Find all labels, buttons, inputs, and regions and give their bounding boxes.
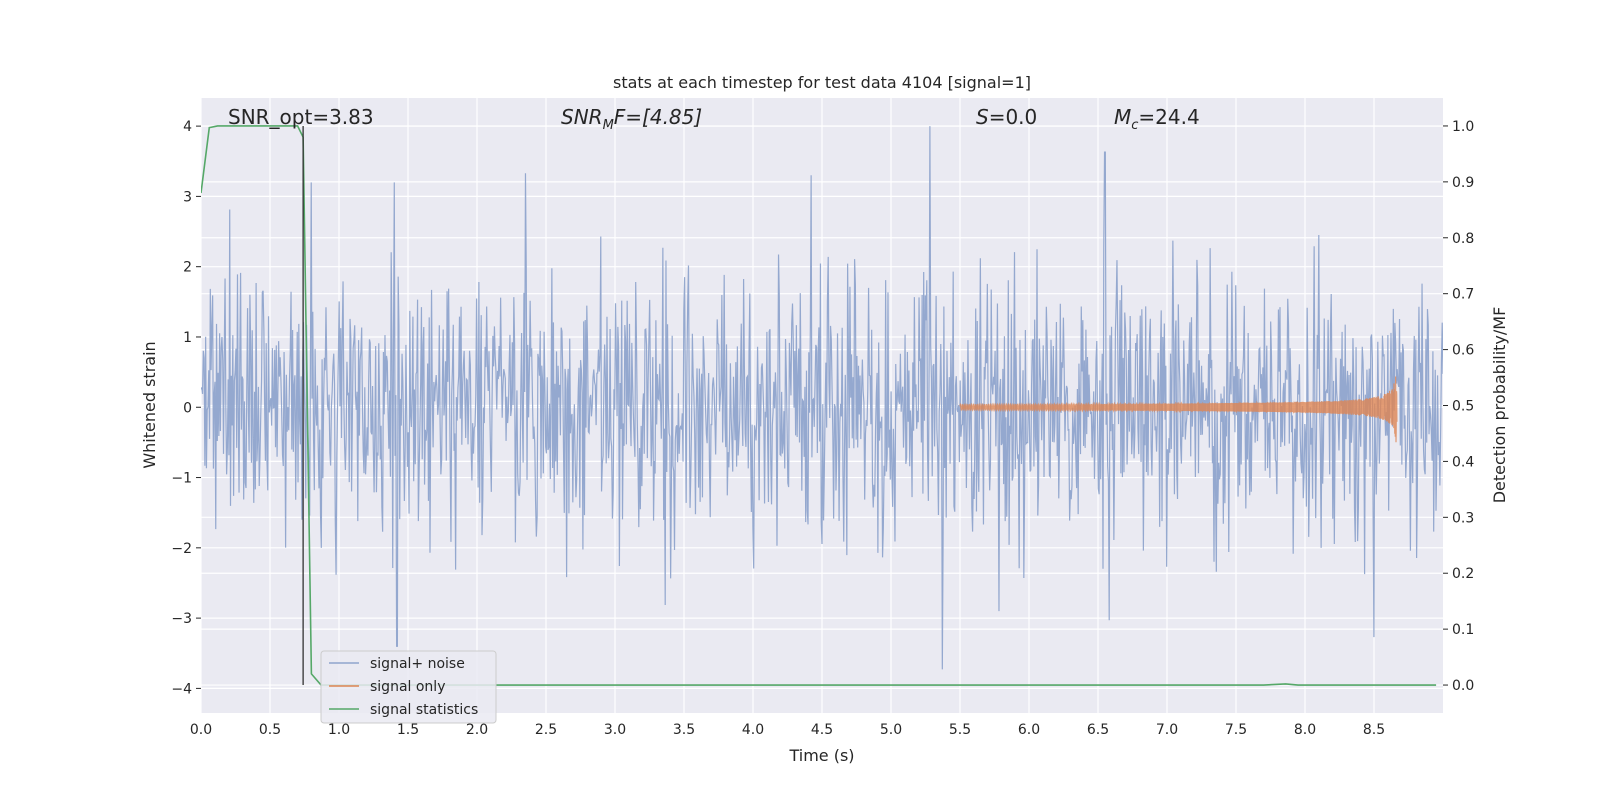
x-tick-label: 7.5: [1225, 722, 1247, 738]
y-right-tick-label: 0.1: [1452, 622, 1474, 638]
x-axis-label: Time (s): [788, 746, 854, 765]
y-tick-label: −3: [171, 611, 192, 627]
x-tick-label: 5.0: [880, 722, 902, 738]
y-right-tick-label: 0.5: [1452, 399, 1474, 415]
y-right-tick-label: 0.4: [1452, 454, 1474, 470]
annotation-snr-mf: SNRMF=[4.85]: [561, 105, 702, 133]
y-right-tick-label: 0.0: [1452, 678, 1474, 694]
y-right-tick-label: 0.2: [1452, 566, 1474, 582]
x-tick-label: 1.0: [328, 722, 350, 738]
y-tick-label: −4: [171, 681, 192, 697]
x-tick-labels: 0.0 0.5 1.0 1.5 2.0 2.5 3.0 3.5 4.0 4.5 5.0 5.5 6.0 6…: [190, 722, 1385, 738]
legend-box: [320, 650, 497, 724]
x-tick-label: 6.0: [1018, 722, 1040, 738]
x-tick-label: 6.5: [1087, 722, 1109, 738]
y-tick-label: −1: [171, 471, 192, 487]
x-tick-label: 4.0: [742, 722, 764, 738]
signal-noise-series: [201, 126, 1443, 670]
y-tick-label: 1: [183, 330, 192, 346]
y-right-tick-label: 0.6: [1452, 343, 1474, 359]
annotation-s: S=0.0: [976, 105, 1037, 129]
legend-label-signal-noise: signal+ noise: [370, 656, 465, 672]
y-axis-label: Whitened strain: [140, 341, 159, 468]
grid-lines: [200, 98, 1443, 713]
x-tick-label: 1.5: [397, 722, 419, 738]
y-right-axis-label: Detection probability/MF: [1490, 307, 1509, 504]
y-tick-label: 2: [183, 260, 192, 276]
x-tick-label: 0.5: [259, 722, 281, 738]
y-right-tick-label: 0.3: [1452, 510, 1474, 526]
signal-noise-line: [201, 126, 1443, 670]
x-tick-label: 8.5: [1363, 722, 1385, 738]
x-tick-label: 8.0: [1294, 722, 1316, 738]
signal-only-line: [959, 376, 1398, 443]
legend-label-signal-statistics: signal statistics: [370, 702, 478, 718]
signal-statistics-line: [201, 125, 1437, 686]
signal-only-series: [959, 376, 1398, 443]
x-tick-label: 4.5: [811, 722, 833, 738]
x-tick-label: 3.5: [673, 722, 695, 738]
x-tick-label: 3.0: [604, 722, 626, 738]
y-tick-labels: 4 3 2 1 0 −1 −2 −3 −4: [171, 119, 201, 697]
y-tick-label: 3: [183, 189, 192, 205]
y-right-tick-label: 1.0: [1452, 119, 1474, 135]
y-tick-label: 0: [183, 400, 192, 416]
annotation-mc: Mc=24.4: [1114, 105, 1200, 133]
chart-title: stats at each timestep for test data 410…: [613, 73, 1031, 92]
y-right-tick-labels: 1.0 0.9 0.8 0.7 0.6 0.5 0.4 0.3 0.2 0.1 0.0: [1443, 119, 1474, 694]
x-tick-label: 0.0: [190, 722, 212, 738]
x-tick-label: 2.5: [535, 722, 557, 738]
legend: signal+ noise signal only signal statist…: [320, 650, 497, 724]
y-right-tick-label: 0.8: [1452, 231, 1474, 247]
y-right-tick-label: 0.9: [1452, 175, 1474, 191]
x-tick-label: 5.5: [949, 722, 971, 738]
signal-statistics-series: [201, 125, 1437, 686]
y-right-tick-label: 0.7: [1452, 287, 1474, 303]
x-tick-label: 2.0: [466, 722, 488, 738]
y-tick-label: −2: [171, 541, 192, 557]
legend-label-signal-only: signal only: [370, 679, 445, 695]
annotation-snr-opt: SNR_opt=3.83: [228, 105, 374, 129]
x-tick-label: 7.0: [1156, 722, 1178, 738]
y-tick-label: 4: [183, 119, 192, 135]
